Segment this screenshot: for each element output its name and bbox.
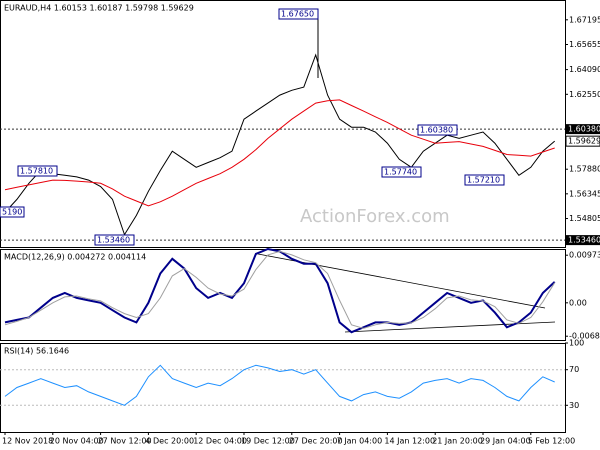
y-tick-label: 1.67195 — [569, 15, 600, 24]
annotation: 5190 — [2, 208, 22, 217]
x-tick-label: 20 Nov 04:00 — [50, 437, 104, 446]
annotation: 1.53460 — [97, 236, 130, 245]
x-tick-label: 19 Dec 12:00 — [241, 437, 295, 446]
rsi-panel — [0, 343, 566, 433]
panel-title: MACD(12,26,9) 0.004272 0.004114 — [4, 253, 146, 262]
y-tick-label: 1.54805 — [569, 214, 600, 223]
annotation-box — [464, 174, 505, 186]
panel-title: RSI(14) 56.1646 — [4, 347, 69, 356]
x-tick-label: 14 Jan 12:00 — [384, 437, 435, 446]
last-price-label: 1.59629 — [568, 137, 600, 146]
x-tick-label: 12 Dec 04:00 — [193, 437, 247, 446]
x-tick-label: 4 Dec 20:00 — [145, 437, 194, 446]
annotation: 1.57210 — [467, 176, 500, 185]
watermark: ActionForex.com — [300, 206, 450, 227]
x-tick-label: 21 Jan 20:00 — [432, 437, 483, 446]
level-tag — [566, 235, 600, 246]
annotation-box — [381, 166, 422, 178]
x-tick-label: 27 Dec 20:00 — [289, 437, 343, 446]
y-tick-label: -0.006826 — [569, 332, 600, 341]
x-tick-label: 7 Jan 04:00 — [337, 437, 383, 446]
y-tick-label: 70 — [569, 365, 579, 374]
level-label: 1.60380 — [568, 125, 600, 134]
annotation-box — [0, 206, 25, 218]
annotation-box — [17, 165, 58, 177]
annotation-box — [94, 234, 135, 246]
macd-panel — [0, 249, 566, 341]
y-tick-label: 100 — [569, 339, 584, 348]
x-tick-label: 29 Jan 04:00 — [480, 437, 531, 446]
y-tick-label: 1.62550 — [569, 90, 600, 99]
panel-title: EURAUD,H4 1.60153 1.60187 1.59798 1.5962… — [4, 4, 194, 13]
last-price-tag — [565, 135, 600, 147]
x-tick-label: 12 Nov 2018 — [2, 437, 53, 446]
price-panel — [0, 0, 566, 248]
series-line — [4, 364, 555, 406]
series-line — [4, 250, 556, 329]
y-tick-label: 0.00 — [569, 298, 587, 307]
trend-line — [344, 321, 556, 333]
series-line — [4, 53, 556, 236]
y-tick-label: 1.64090 — [569, 65, 600, 74]
y-tick-label: 1.65655 — [569, 40, 600, 49]
annotation-box — [417, 124, 458, 136]
x-tick-label: 27 Nov 12:00 — [98, 437, 152, 446]
level-label: 1.53460 — [568, 236, 600, 245]
x-tick-label: 5 Feb 12:00 — [528, 437, 575, 446]
level-tag — [566, 124, 600, 135]
series-line — [4, 99, 555, 207]
y-tick-label: 1.57880 — [569, 165, 600, 174]
annotation: 1.60380 — [420, 126, 453, 135]
annotation: 1.57810 — [20, 167, 53, 176]
y-tick-label: 0.009734 — [569, 251, 600, 260]
annotation: 1.57740 — [384, 168, 417, 177]
annotation: 1.67650 — [281, 10, 314, 19]
annotation-box — [278, 8, 319, 20]
y-tick-label: 1.56345 — [569, 189, 600, 198]
y-tick-label: 30 — [569, 401, 579, 410]
